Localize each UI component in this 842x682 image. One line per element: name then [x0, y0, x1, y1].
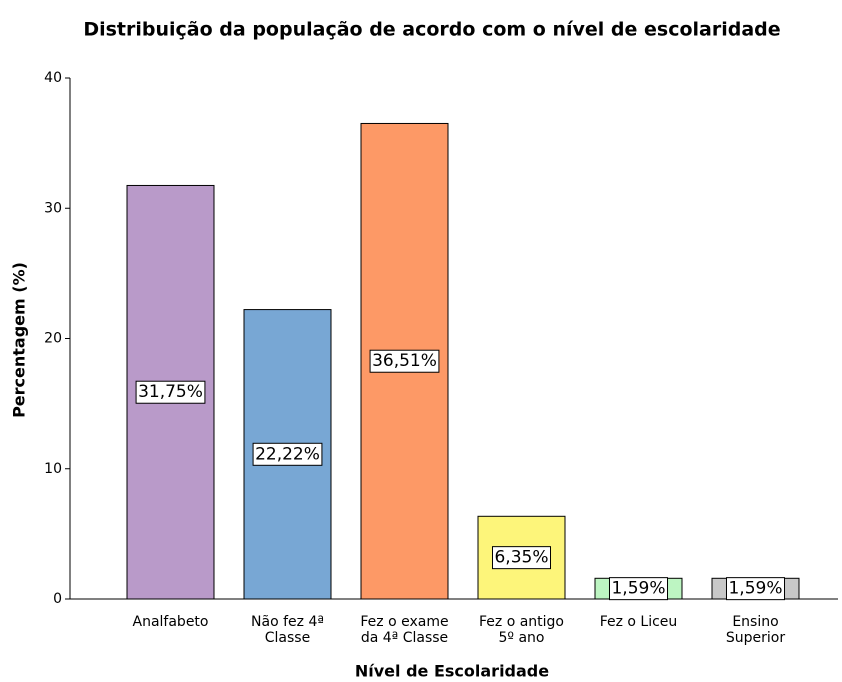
x-tick-label: 5º ano — [499, 630, 545, 646]
value-label: 31,75% — [138, 382, 203, 402]
value-label: 36,51% — [372, 351, 437, 371]
x-tick-label: Classe — [265, 630, 310, 646]
x-tick-label: Fez o Liceu — [600, 614, 678, 630]
y-tick-label: 0 — [53, 591, 62, 607]
value-label: 1,59% — [611, 579, 665, 599]
value-label-box — [369, 349, 440, 373]
value-label: 1,59% — [728, 579, 782, 599]
value-label-box — [252, 442, 323, 466]
value-label-box — [608, 577, 669, 601]
x-tick-label: Fez o exame — [360, 614, 448, 630]
y-axis-title: Percentagem (%) — [10, 262, 29, 418]
value-label: 6,35% — [494, 548, 548, 568]
y-tick-label: 30 — [44, 200, 62, 216]
value-label: 22,22% — [255, 444, 320, 464]
x-tick-label: Não fez 4ª — [251, 614, 324, 630]
value-label-box — [135, 380, 206, 404]
x-tick-label: da 4ª Classe — [361, 630, 448, 646]
y-tick-label: 10 — [44, 461, 62, 477]
y-tick-label: 20 — [44, 331, 62, 347]
value-label-box — [725, 577, 786, 601]
chart-title: Distribuição da população de acordo com … — [83, 19, 780, 41]
value-label-box — [491, 546, 552, 570]
x-tick-label: Ensino — [732, 614, 778, 630]
x-tick-label: Superior — [726, 630, 785, 646]
x-axis-title: Nível de Escolaridade — [355, 662, 549, 681]
y-tick-label: 40 — [44, 70, 62, 86]
x-tick-label: Analfabeto — [133, 614, 209, 630]
x-tick-label: Fez o antigo — [479, 614, 564, 630]
